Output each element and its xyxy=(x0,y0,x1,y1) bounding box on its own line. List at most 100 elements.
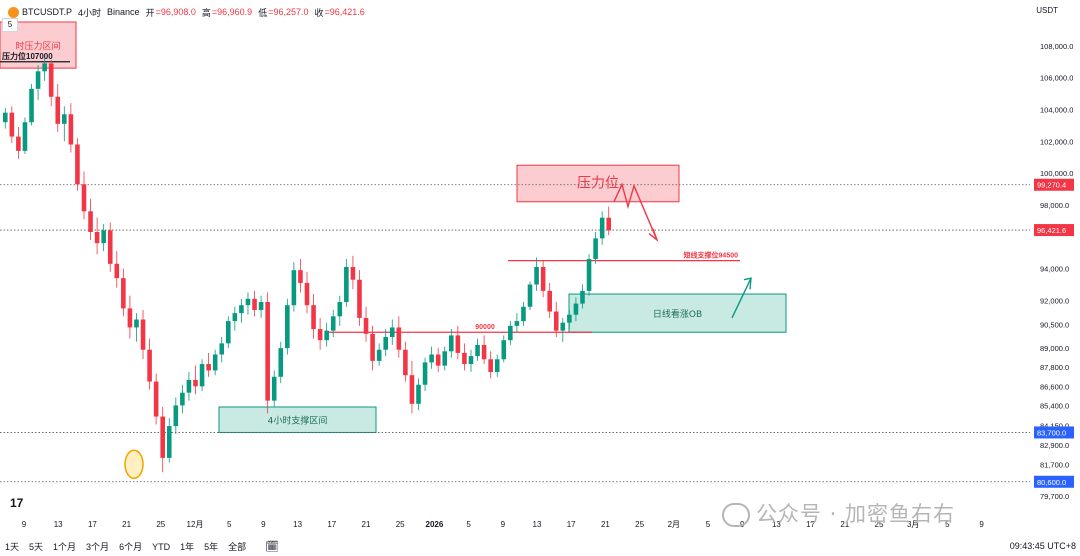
timeframe-button[interactable]: 5天 xyxy=(29,541,44,552)
candle xyxy=(350,255,356,290)
currency-label[interactable]: USDT xyxy=(1036,6,1058,15)
candle xyxy=(580,284,585,309)
candle xyxy=(206,352,211,377)
candle-body xyxy=(48,63,54,97)
candle-body xyxy=(42,63,47,72)
annotations-layer xyxy=(124,182,752,480)
time-tick-label: 13 xyxy=(293,520,302,529)
timeframe-button[interactable]: 6个月 xyxy=(119,541,143,552)
time-tick-label: 25 xyxy=(156,520,165,529)
candle xyxy=(134,313,139,342)
symbol-header[interactable]: BTCUSDT.P 4小时 Binance 开 =96,908.0 高 =96,96… xyxy=(8,4,371,20)
candle-body xyxy=(494,359,500,372)
candle-body xyxy=(101,230,106,244)
candle-body xyxy=(376,349,382,361)
candle-body xyxy=(593,238,598,260)
candle-body xyxy=(55,96,61,124)
candle-body xyxy=(435,354,441,366)
candle xyxy=(153,373,159,425)
candle xyxy=(422,357,428,392)
candle xyxy=(455,325,461,360)
candle xyxy=(173,397,179,435)
candle xyxy=(586,254,592,296)
indicator-count-badge[interactable]: 5 xyxy=(2,18,18,32)
candle xyxy=(442,346,448,371)
price-tag xyxy=(1034,224,1074,237)
timeframe-button[interactable]: 全部 xyxy=(228,541,247,552)
price-tick-label: 108,000.0 xyxy=(1040,42,1073,51)
high-label: 高 xyxy=(201,7,211,18)
candle xyxy=(468,349,474,372)
candle xyxy=(265,292,270,414)
time-tick-label: 9 xyxy=(261,520,266,529)
candle-body xyxy=(567,314,572,323)
candle-body xyxy=(449,335,454,352)
candle xyxy=(180,384,185,414)
zone-label: 日线看涨OB xyxy=(653,308,702,320)
timeframe-button[interactable]: 1个月 xyxy=(53,541,77,552)
time-tick-label: 25 xyxy=(396,520,405,529)
timeframe-button[interactable]: 3个月 xyxy=(86,541,110,552)
candle-body xyxy=(468,356,474,365)
candle xyxy=(107,222,113,272)
candle xyxy=(258,295,264,318)
timeframe-button[interactable]: YTD xyxy=(152,541,171,552)
clock: 09:43:45 UTC+8 xyxy=(1009,541,1076,551)
price-tick-label: 82,900.0 xyxy=(1040,441,1069,450)
candle-body xyxy=(363,317,369,334)
candle-body xyxy=(94,232,100,244)
candle-body xyxy=(160,416,165,458)
candle xyxy=(337,295,343,326)
timeframe-button[interactable]: 5年 xyxy=(204,541,219,552)
candle xyxy=(599,211,605,245)
candle-body xyxy=(199,364,205,387)
timeframe-button[interactable]: 1年 xyxy=(180,541,195,552)
candle xyxy=(68,103,74,153)
candle-body xyxy=(68,114,74,145)
candle xyxy=(449,329,454,358)
candle xyxy=(42,58,47,81)
candle xyxy=(232,306,238,331)
candle-body xyxy=(166,426,172,458)
tradingview-logo: 17 xyxy=(10,496,24,510)
candle xyxy=(429,346,434,369)
timeframe-button[interactable]: 1天 xyxy=(5,541,20,552)
candle xyxy=(567,309,572,330)
time-tick-label: 17 xyxy=(327,520,336,529)
candle-body xyxy=(258,302,264,310)
bitcoin-icon xyxy=(8,6,19,18)
symbol-name[interactable]: BTCUSDT.P xyxy=(22,7,73,17)
candle xyxy=(199,359,205,392)
price-axis[interactable]: 108,000.0 106,000.0 104,000.0 102,000.0 100,… xyxy=(1034,42,1074,501)
zone-label: 压力位 xyxy=(577,175,619,191)
up-arrow-line xyxy=(731,277,752,319)
candle xyxy=(35,64,41,100)
time-tick-label: 5 xyxy=(466,520,471,529)
candle-body xyxy=(140,319,146,350)
candle-body xyxy=(350,267,356,280)
candle xyxy=(311,294,316,339)
price-tick-label: 81,700.0 xyxy=(1040,460,1069,469)
candle xyxy=(101,224,106,252)
time-tick-label: 25 xyxy=(875,520,884,529)
calendar-icon[interactable]: 🗓 xyxy=(265,540,280,553)
candle xyxy=(435,348,441,372)
time-tick-label: 13 xyxy=(54,520,63,529)
interval-label[interactable]: 4小时 xyxy=(78,7,102,18)
candle-body xyxy=(599,217,605,239)
candle-body xyxy=(311,305,316,330)
price-tag xyxy=(1034,178,1074,191)
candle-body xyxy=(298,270,303,283)
timeframe-buttons: 1天 5天 1个月 3个月 6个月 YTD 1年 5年 全部 xyxy=(0,540,251,553)
candle-body xyxy=(403,349,408,376)
candle-body xyxy=(304,282,310,306)
candle xyxy=(186,372,192,401)
time-tick-label: 2月 xyxy=(668,520,680,529)
candle xyxy=(62,106,67,142)
candle-body xyxy=(265,302,270,401)
candle xyxy=(121,268,126,317)
candle xyxy=(2,107,8,129)
price-tick-label: 87,800.0 xyxy=(1040,363,1069,372)
time-tick-label: 5 xyxy=(945,520,950,529)
